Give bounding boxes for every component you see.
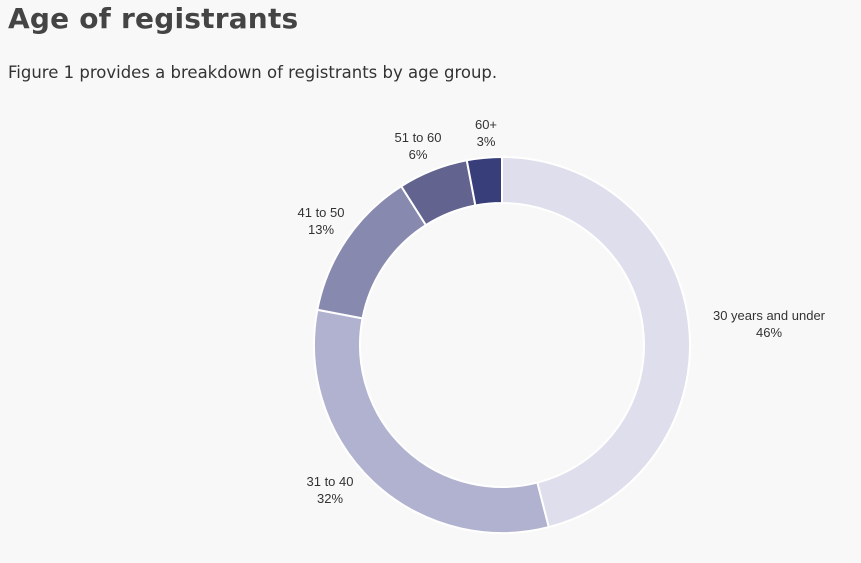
page-title: Age of registrants (8, 2, 299, 35)
slice-category-label: 51 to 60 (395, 130, 442, 145)
slice-category-label: 30 years and under (713, 308, 826, 323)
slice-category-label: 60+ (475, 117, 497, 132)
slice-percent-label: 32% (317, 491, 343, 506)
slice-percent-label: 3% (477, 134, 496, 149)
slice-category-label: 41 to 50 (298, 205, 345, 220)
slice-percent-label: 13% (308, 222, 334, 237)
slice-percent-label: 46% (756, 325, 782, 340)
donut-slice-5 (465, 155, 503, 207)
donut-slice-2 (313, 308, 550, 534)
slice-category-label: 31 to 40 (307, 474, 354, 489)
slice-percent-label: 6% (409, 147, 428, 162)
intro-text: Figure 1 provides a breakdown of registr… (8, 63, 498, 82)
donut-slice-1 (501, 155, 691, 529)
